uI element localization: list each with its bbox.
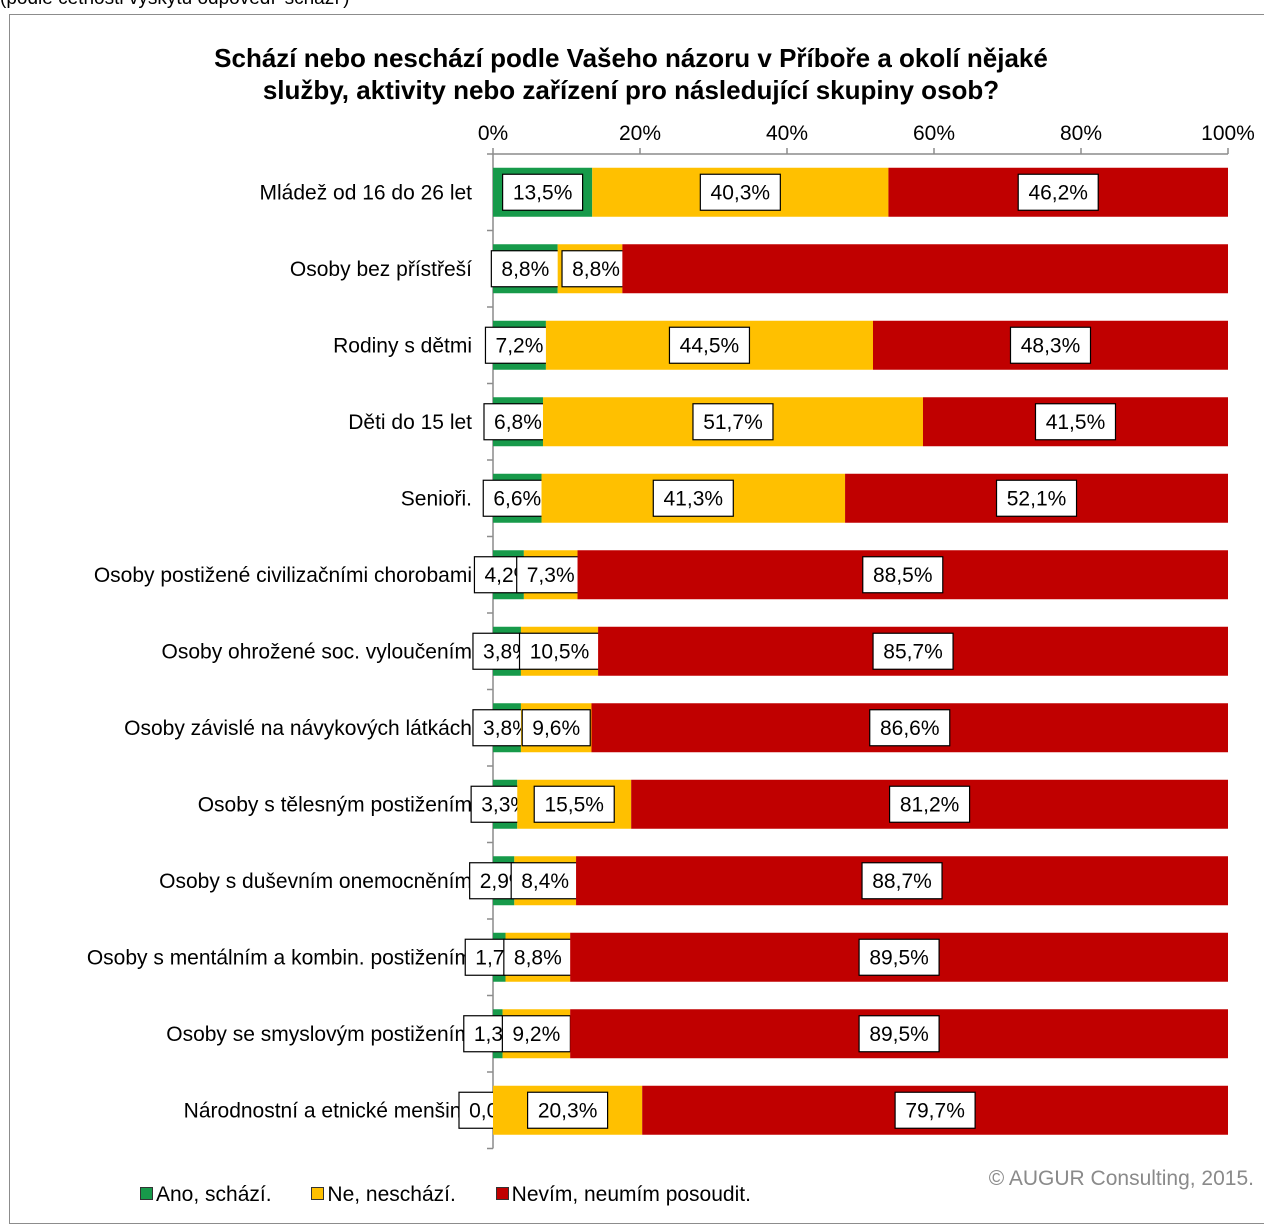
legend-swatch-nevim: [495, 1187, 509, 1200]
data-label-box: [888, 785, 971, 823]
category-label: Osoby se smyslovým postižením: [166, 1023, 472, 1046]
data-label: 13,5%: [513, 181, 573, 204]
data-label-box: [652, 479, 734, 517]
legend-swatch-ano: [140, 1187, 153, 1200]
data-label-box: [699, 173, 781, 211]
data-label-box: [995, 479, 1078, 517]
data-label: 44,5%: [680, 334, 740, 357]
data-label-box: [482, 479, 552, 517]
chart-title-line-2: služby, aktivity nebo zařízení pro násle…: [262, 75, 1000, 105]
data-label: 9,6%: [532, 717, 580, 740]
legend-swatch-ne: [311, 1187, 325, 1200]
legend-item-nevim: Nevím, neumím posoudit.: [495, 1183, 751, 1207]
data-label-box: [692, 403, 774, 441]
x-tick-label: 60%: [913, 122, 955, 145]
data-label: 85,7%: [883, 640, 943, 663]
data-label-box: [858, 1015, 940, 1053]
data-label-box: [872, 632, 954, 670]
data-label-box: [1017, 173, 1099, 211]
data-label-box: [527, 1091, 609, 1129]
data-label: 89,5%: [869, 946, 929, 969]
data-label: 52,1%: [1007, 487, 1067, 510]
x-tick-label: 100%: [1201, 122, 1255, 145]
x-tick-label: 40%: [766, 122, 808, 145]
data-label-box: [1034, 403, 1117, 441]
category-label: Senioři.: [401, 487, 472, 510]
x-tick-label: 80%: [1060, 122, 1102, 145]
x-tick-label: 0%: [478, 122, 508, 145]
data-label-box: [1009, 326, 1092, 364]
data-label: 51,7%: [703, 411, 763, 434]
data-label-box: [861, 862, 943, 900]
data-label: 20,3%: [538, 1099, 598, 1122]
data-label: 88,5%: [873, 564, 933, 587]
data-label: 6,6%: [493, 487, 541, 510]
data-label: 8,8%: [501, 258, 549, 281]
data-label-box: [490, 250, 560, 288]
data-label: 46,2%: [1028, 181, 1088, 204]
data-label: 79,7%: [905, 1099, 965, 1122]
data-label-box: [561, 250, 631, 288]
chart-title-line-1: Schází nebo neschází podle Vašeho názoru…: [214, 43, 1048, 73]
data-label: 86,6%: [880, 717, 940, 740]
category-label: Osoby bez přístřeší: [290, 258, 472, 281]
data-label-box: [502, 173, 584, 211]
data-label: 3,8%: [483, 717, 531, 740]
data-label-box: [518, 632, 601, 670]
header-text: (podle četnosti výskytu odpovědí 'schází…: [0, 0, 349, 10]
data-label: 7,3%: [527, 564, 575, 587]
legend-label-ano: Ano, schází.: [156, 1183, 272, 1206]
data-label: 10,5%: [530, 640, 590, 663]
data-label-box: [483, 403, 553, 441]
data-label: 8,8%: [572, 258, 620, 281]
data-label: 48,3%: [1021, 334, 1081, 357]
data-label: 81,2%: [900, 793, 960, 816]
category-label: Osoby s tělesným postižením: [198, 793, 472, 816]
data-label-box: [668, 326, 751, 364]
data-label-box: [503, 938, 573, 976]
category-label: Národnostní a etnické menšiny: [184, 1099, 473, 1122]
data-label: 8,4%: [521, 870, 569, 893]
data-label: 9,2%: [512, 1023, 560, 1046]
bar-row-osoby-bez-pristresi-seg-2: [622, 244, 1228, 294]
data-label-box: [521, 709, 591, 747]
legend-item-ano: Ano, schází.: [140, 1183, 272, 1207]
data-label: 41,5%: [1046, 411, 1106, 434]
x-tick-label: 20%: [619, 122, 661, 145]
data-label-box: [894, 1091, 976, 1129]
category-label: Osoby postižené civilizačními chorobami: [94, 564, 472, 587]
data-label: 8,8%: [514, 946, 562, 969]
category-label: Rodiny s dětmi: [333, 334, 472, 357]
data-label: 3,3%: [481, 793, 529, 816]
data-label-box: [516, 556, 586, 594]
legend-item-ne: Ne, neschází.: [311, 1183, 456, 1207]
category-label: Děti do 15 let: [348, 411, 472, 434]
category-label: Osoby s duševním onemocněním: [159, 870, 472, 893]
data-label: 41,3%: [664, 487, 724, 510]
category-label: Osoby ohrožené soc. vyloučením: [162, 640, 473, 663]
legend-label-ne: Ne, neschází.: [327, 1183, 456, 1206]
data-label-box: [858, 938, 940, 976]
data-label: 6,8%: [494, 411, 542, 434]
category-label: Mládež od 16 do 26 let: [260, 181, 473, 204]
data-label-box: [862, 556, 944, 594]
category-label: Osoby s mentálním a kombin. postižením: [87, 946, 472, 969]
data-label: 7,2%: [496, 334, 544, 357]
legend-label-nevim: Nevím, neumím posoudit.: [511, 1183, 751, 1206]
data-label: 88,7%: [872, 870, 932, 893]
data-label: 89,5%: [869, 1023, 929, 1046]
data-label: 15,5%: [544, 793, 604, 816]
data-label-box: [869, 709, 951, 747]
data-label: 40,3%: [711, 181, 771, 204]
legend: Ano, schází. Ne, neschází. Nevím, neumím…: [140, 1183, 785, 1207]
category-label: Osoby závislé na návykových látkách: [124, 717, 472, 740]
data-label-box: [533, 785, 615, 823]
copyright-note: © AUGUR Consulting, 2015.: [988, 1167, 1254, 1190]
